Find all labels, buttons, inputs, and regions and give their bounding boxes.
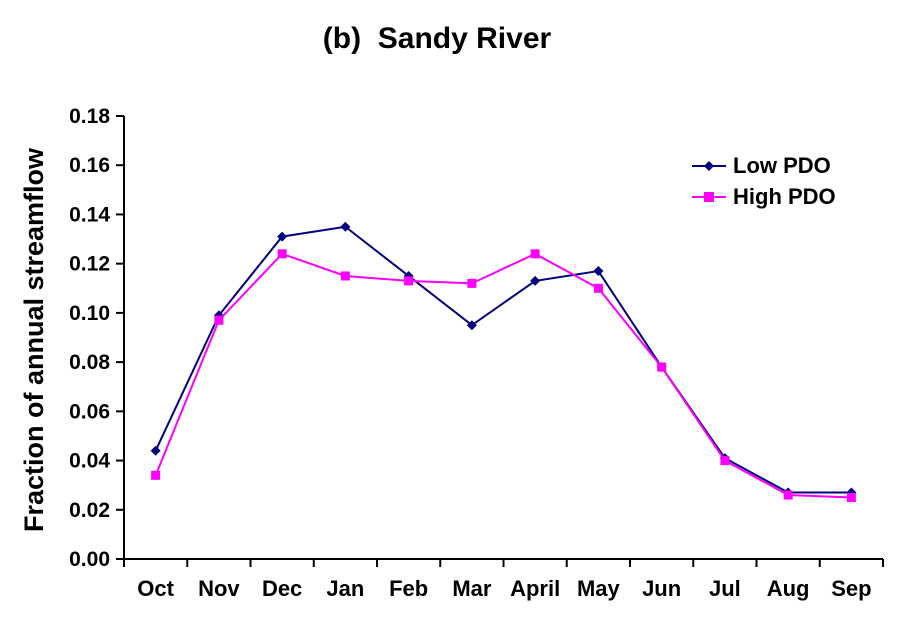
high-pdo-marker	[846, 492, 856, 502]
low-pdo-marker	[340, 221, 351, 232]
low-pdo-marker-icon	[692, 160, 726, 171]
low-pdo-line	[154, 225, 852, 494]
y-tick-label: 0.08	[69, 351, 110, 374]
x-tick-label: Aug	[767, 576, 810, 601]
high-pdo-marker	[530, 249, 540, 259]
high-pdo-marker	[151, 470, 161, 480]
y-tick-label: 0.06	[69, 400, 110, 423]
high-pdo-marker	[214, 315, 224, 325]
y-tick-label: 0.14	[69, 203, 110, 226]
x-tick-label: Jan	[326, 576, 364, 601]
x-tick-label: April	[510, 576, 560, 601]
low-pdo-legend-diamond-icon	[704, 160, 714, 171]
x-tick-label: May	[577, 576, 621, 601]
x-tick-label: Mar	[452, 576, 492, 601]
high-pdo-marker	[720, 456, 730, 466]
y-tick-label: 0.12	[69, 253, 110, 276]
legend-item-low-pdo: Low PDO	[691, 152, 836, 179]
high-pdo-marker	[783, 490, 793, 500]
high-pdo-marker	[277, 249, 287, 259]
y-tick-label: 0.00	[69, 548, 110, 571]
x-tick-label: Feb	[389, 576, 428, 601]
y-tick-label: 0.04	[69, 450, 110, 473]
legend-label-high-pdo: High PDO	[733, 183, 836, 209]
low-pdo-marker	[593, 266, 604, 277]
low-pdo-marker	[150, 445, 161, 456]
high-pdo-legend-square-icon	[704, 191, 714, 202]
high-pdo-marker	[593, 283, 603, 293]
high-pdo-marker	[467, 278, 477, 288]
legend: Low PDO High PDO	[691, 152, 836, 210]
low-pdo-marker	[530, 275, 541, 286]
x-tick-label: Nov	[198, 576, 240, 601]
high-pdo-marker	[657, 362, 667, 372]
low-pdo-marker	[277, 231, 288, 242]
y-tick-label: 0.02	[69, 499, 110, 522]
low-pdo-marker	[466, 320, 477, 331]
legend-item-high-pdo: High PDO	[691, 183, 836, 210]
high-pdo-line	[154, 252, 852, 499]
high-pdo-marker-icon	[692, 191, 726, 202]
x-tick-label: Dec	[262, 576, 302, 601]
x-tick-label: Oct	[137, 576, 174, 601]
y-tick-label: 0.16	[69, 154, 110, 177]
legend-label-low-pdo: Low PDO	[733, 152, 831, 178]
x-tick-label: Jun	[642, 576, 681, 601]
x-tick-label: Jul	[709, 576, 741, 601]
chart-title: (b) Sandy River	[322, 22, 552, 55]
high-pdo-marker	[404, 276, 414, 286]
y-tick-label: 0.10	[69, 302, 110, 325]
y-tick-label: 0.18	[69, 105, 110, 128]
x-tick-label: Sep	[831, 576, 871, 601]
high-pdo-marker	[340, 271, 350, 281]
